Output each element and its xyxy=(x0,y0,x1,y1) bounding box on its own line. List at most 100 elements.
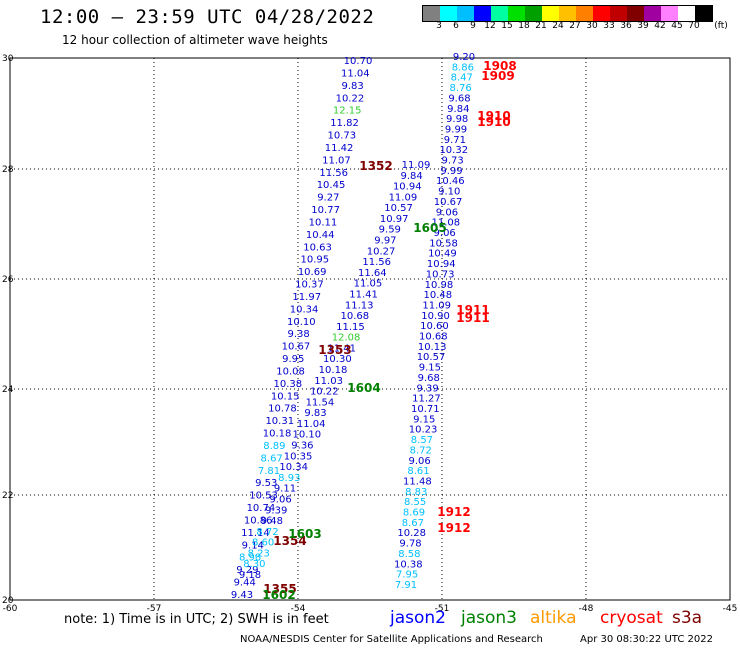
wave-height-label: 11.07 xyxy=(322,155,351,166)
colorbar-tick-label: 30 xyxy=(586,21,598,31)
wave-height-label: 11.56 xyxy=(319,168,348,179)
wave-height-label: 11.41 xyxy=(349,289,378,300)
wave-height-label: 11.13 xyxy=(345,300,374,311)
colorbar-swatch xyxy=(525,6,542,21)
lon-tick-label: -45 xyxy=(723,604,738,614)
wave-height-label: 9.68 xyxy=(448,93,470,104)
wave-height-label: 9.43 xyxy=(231,590,253,601)
colorbar-tick-label: 36 xyxy=(620,21,632,31)
wave-height-label: 9.48 xyxy=(261,516,283,527)
legend-cryosat: cryosat xyxy=(600,608,663,628)
wave-height-label: 8.67 xyxy=(402,518,424,529)
pass-time-label: 1908 xyxy=(483,59,516,73)
wave-height-label: 11.41 xyxy=(327,343,356,354)
colorbar-swatch xyxy=(559,6,576,21)
pass-time-label: 1910 xyxy=(477,109,510,123)
wave-height-label: 9.71 xyxy=(444,135,466,146)
wave-height-label: 10.30 xyxy=(323,354,352,365)
footer-date: Apr 30 08:30:22 UTC 2022 xyxy=(580,634,713,645)
wave-height-label: 10.15 xyxy=(271,391,300,402)
wave-height-label: 8.93 xyxy=(278,473,300,484)
colorbar-swatch xyxy=(440,6,457,21)
wave-height-label: 9.97 xyxy=(374,236,396,247)
colorbar-tick-label: 9 xyxy=(470,21,476,31)
wave-height-label: 10.11 xyxy=(309,217,338,228)
wave-height-label: 8.72 xyxy=(256,527,278,538)
colorbar-tick-label: 39 xyxy=(637,21,649,31)
map-frame xyxy=(9,57,731,601)
wave-height-label: 7.81 xyxy=(258,466,280,477)
wave-height-label: 9.39 xyxy=(265,505,287,516)
colorbar-tick-label: 12 xyxy=(484,21,496,31)
colorbar-swatch xyxy=(661,6,678,21)
wave-height-label: 7.91 xyxy=(395,580,417,591)
wave-height-label: 10.90 xyxy=(421,311,450,322)
wave-height-label: 10.68 xyxy=(419,332,448,343)
lat-tick-label: 20 xyxy=(2,596,14,606)
colorbar-swatch xyxy=(695,6,712,21)
wave-height-label: 10.70 xyxy=(344,56,373,67)
wave-height-label: 8.89 xyxy=(263,441,285,452)
wave-height-label: 10.78 xyxy=(268,404,297,415)
wave-height-label: 8.30 xyxy=(243,559,265,570)
page-subtitle: 12 hour collection of altimeter wave hei… xyxy=(62,33,328,47)
lon-tick-label: -60 xyxy=(3,604,18,614)
wave-height-label: 11.27 xyxy=(412,394,441,405)
wave-height-label: 11.03 xyxy=(314,376,343,387)
colorbar-swatch xyxy=(610,6,627,21)
wave-height-label: 10.27 xyxy=(367,246,396,257)
wave-height-label: 11.54 xyxy=(306,397,335,408)
legend-altika: altika xyxy=(530,608,577,628)
pass-time-label: 1355 xyxy=(263,582,296,596)
wave-height-label: 9.68 xyxy=(418,373,440,384)
colorbar-swatch xyxy=(644,6,661,21)
colorbar-unit-label: (ft) xyxy=(714,21,728,31)
wave-height-label: 10.32 xyxy=(439,145,468,156)
wave-height-label: 9.78 xyxy=(399,539,421,550)
wave-height-label: 10.18 xyxy=(319,365,348,376)
colorbar-tick-label: 33 xyxy=(603,21,615,31)
lat-tick-label: 24 xyxy=(2,385,14,395)
wave-height-label: 10.10 xyxy=(287,317,316,328)
colorbar-tick-label: 15 xyxy=(501,21,513,31)
colorbar-tick-label: 70 xyxy=(688,21,700,31)
colorbar-swatch xyxy=(474,6,491,21)
wave-height-label: 10.48 xyxy=(424,290,453,301)
wave-height-label: 12.08 xyxy=(332,333,361,344)
pass-time-label: 1912 xyxy=(437,521,470,535)
colorbar-swatch xyxy=(627,6,644,21)
wave-height-label: 10.34 xyxy=(290,304,319,315)
legend-s3a: s3a xyxy=(672,608,703,628)
wave-height-label: 10.57 xyxy=(384,203,413,214)
lat-tick-label: 28 xyxy=(2,165,14,175)
lon-tick-label: -48 xyxy=(579,604,594,614)
wave-height-label: 7.95 xyxy=(396,570,418,581)
wave-height-label: 11.09 xyxy=(422,300,451,311)
colorbar-tick-label: 42 xyxy=(654,21,666,31)
wave-height-label: 9.44 xyxy=(234,578,256,589)
wave-height-label: 9.14 xyxy=(242,540,264,551)
lat-tick-label: 22 xyxy=(2,491,13,501)
wave-height-label: 9.38 xyxy=(288,329,310,340)
wave-height-label: 10.28 xyxy=(397,528,426,539)
colorbar-tick-label: 3 xyxy=(436,21,442,31)
wave-height-label: 10.08 xyxy=(276,366,305,377)
wave-height-label: 11.64 xyxy=(358,268,387,279)
wave-height-label: 9.39 xyxy=(416,383,438,394)
wave-height-label: 9.27 xyxy=(317,193,339,204)
wave-height-label: 10.37 xyxy=(295,280,324,291)
wave-height-label: 11.09 xyxy=(389,192,418,203)
wave-height-label: 10.68 xyxy=(341,311,370,322)
wave-height-label: 8.76 xyxy=(449,83,471,94)
wave-height-label: 11.04 xyxy=(297,419,326,430)
wave-height-label: 10.53 xyxy=(249,491,278,502)
wave-height-label: 9.11 xyxy=(274,484,296,495)
wave-height-label: 10.67 xyxy=(282,342,311,353)
wave-height-label: 9.53 xyxy=(255,478,277,489)
wave-height-label: 10.77 xyxy=(311,205,340,216)
wave-height-label: 9.98 xyxy=(446,114,468,125)
wave-height-label: 9.06 xyxy=(436,207,458,218)
pass-time-label: 1352 xyxy=(359,159,392,173)
pass-time-label: 1354 xyxy=(273,534,306,548)
